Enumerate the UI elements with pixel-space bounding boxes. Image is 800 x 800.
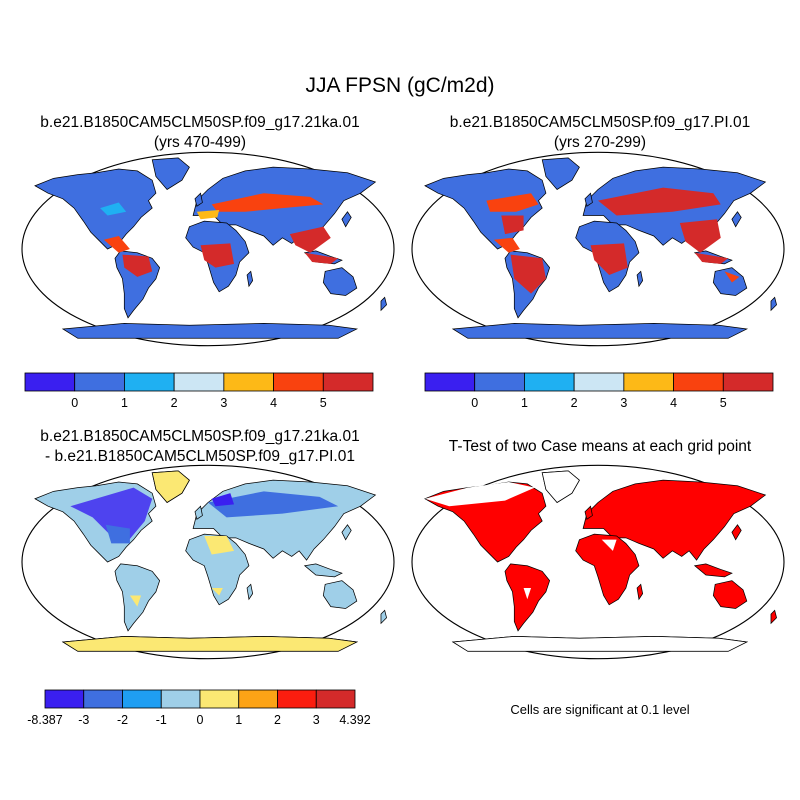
colorbar-box	[322, 372, 374, 392]
figure-title: JJA FPSN (gC/m2d)	[305, 74, 495, 97]
map-ttest	[412, 465, 784, 658]
colorbar-box	[124, 372, 175, 392]
colorbar-box	[273, 372, 324, 392]
colorbar-21ka: 0 1 2 3 4 5	[24, 372, 374, 410]
panel-bl-title-line2: - b.e21.B1850CAM5CLM50SP.f09_g17.PI.01	[45, 448, 355, 465]
colorbar-tick-label: 5	[720, 396, 727, 410]
significant-cells	[425, 471, 777, 651]
colorbar-tick-label: 4.392	[339, 713, 370, 727]
colorbar-tick-label: 4	[670, 396, 677, 410]
colorbar-box	[524, 372, 575, 392]
colorbar-tick-label: -8.387	[27, 713, 62, 727]
colorbar-box	[44, 689, 85, 709]
colorbar-box	[122, 689, 162, 709]
colorbar-tick-label: 3	[220, 396, 227, 410]
colorbar-tick-label: 2	[171, 396, 178, 410]
colorbar-box	[160, 689, 201, 709]
colorbar-box	[573, 372, 625, 392]
panel-tr-title-line1: b.e21.B1850CAM5CLM50SP.f09_g17.PI.01	[449, 114, 751, 131]
colorbar-box	[74, 372, 125, 392]
map-pi	[412, 152, 784, 345]
colorbar-difference: -8.387 -3 -2 -1 0 1 2 3 4.392	[27, 689, 371, 727]
colorbar-box	[722, 372, 774, 392]
colorbar-box	[199, 689, 240, 709]
panel-tr-title-line2: (yrs 270-299)	[553, 134, 647, 151]
colorbar-box	[424, 372, 476, 392]
colorbar-tick-label: -2	[117, 713, 128, 727]
colorbar-tick-label: 1	[121, 396, 128, 410]
colorbar-tick-label: 0	[471, 396, 478, 410]
colorbar-tick-label: 0	[197, 713, 204, 727]
panel-bl-title-line1: b.e21.B1850CAM5CLM50SP.f09_g17.21ka.01	[40, 428, 360, 445]
map-21ka	[22, 152, 394, 345]
colorbar-box	[173, 372, 225, 392]
colorbar-box	[238, 689, 278, 709]
panel-tl-title-line1: b.e21.B1850CAM5CLM50SP.f09_g17.21ka.01	[40, 114, 360, 131]
colorbar-tick-label: 3	[313, 713, 320, 727]
colorbar-box	[623, 372, 674, 392]
panel-tl-title: b.e21.B1850CAM5CLM50SP.f09_g17.21ka.01 (…	[0, 113, 400, 153]
colorbar-tick-label: -3	[78, 713, 89, 727]
colorbar-box	[277, 689, 317, 709]
colorbar-tick-label: 4	[270, 396, 277, 410]
colorbar-tick-label: 2	[274, 713, 281, 727]
high-fpsn-regions	[486, 187, 740, 294]
colorbar-box	[673, 372, 724, 392]
panel-tr-title: b.e21.B1850CAM5CLM50SP.f09_g17.PI.01 (yr…	[400, 113, 800, 153]
colorbar-box	[24, 372, 76, 392]
significance-note: Cells are significant at 0.1 level	[510, 702, 690, 717]
colorbar-tick-label: 3	[620, 396, 627, 410]
colorbar-tick-label: -1	[156, 713, 167, 727]
colorbar-pi: 0 1 2 3 4 5	[424, 372, 774, 410]
colorbar-tick-label: 2	[571, 396, 578, 410]
colorbar-tick-label: 5	[320, 396, 327, 410]
panel-bl-title: b.e21.B1850CAM5CLM50SP.f09_g17.21ka.01 -…	[0, 427, 400, 467]
colorbar-tick-label: 1	[521, 396, 528, 410]
colorbar-box	[474, 372, 525, 392]
panel-tl-title-line2: (yrs 470-499)	[153, 134, 247, 151]
panel-br-title: T-Test of two Case means at each grid po…	[448, 438, 752, 455]
high-fpsn-regions	[100, 193, 339, 277]
colorbar-box	[223, 372, 274, 392]
difference-regions	[61, 470, 359, 652]
colorbar-box	[83, 689, 123, 709]
colorbar-box	[315, 689, 356, 709]
colorbar-tick-label: 0	[71, 396, 78, 410]
map-difference	[22, 465, 394, 658]
colorbar-tick-label: 1	[235, 713, 242, 727]
